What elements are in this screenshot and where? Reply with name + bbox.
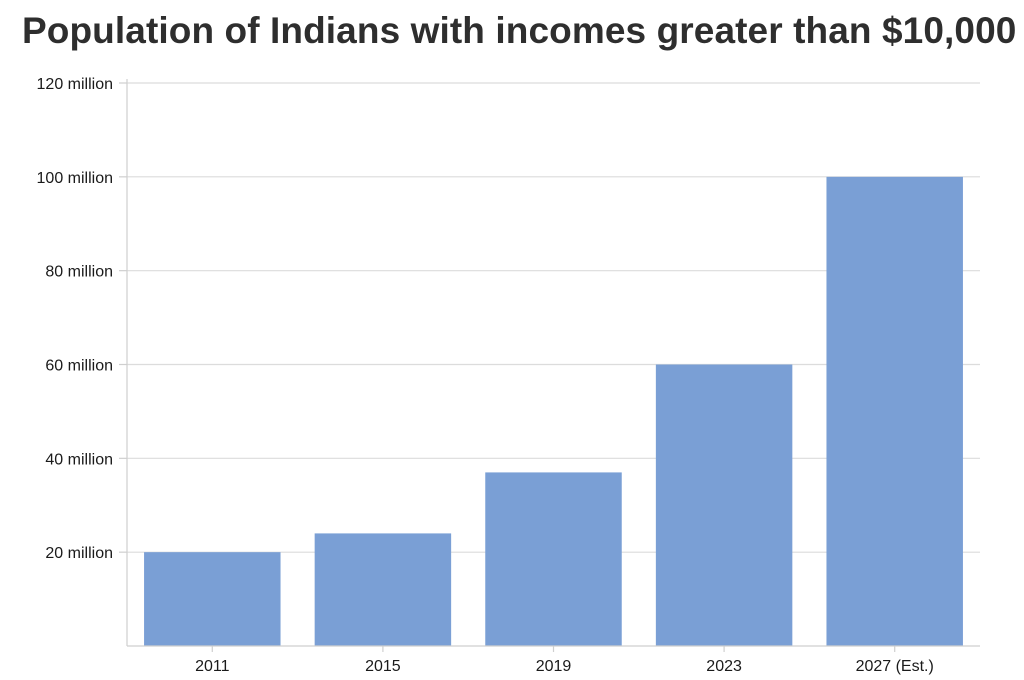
bar — [144, 552, 281, 646]
y-tick-label: 120 million — [37, 76, 113, 93]
y-tick-label: 80 million — [45, 264, 113, 281]
tick-labels: 20 million 40 million 60 million 80 million… — [37, 76, 934, 675]
bar — [485, 472, 622, 646]
bars — [144, 176, 963, 647]
bar — [314, 533, 452, 646]
x-tick-label: 2019 — [536, 658, 572, 675]
bar — [655, 364, 793, 646]
x-tick-label: 2027 (Est.) — [856, 658, 934, 675]
bar — [826, 176, 963, 647]
y-tick-label: 100 million — [37, 170, 113, 187]
chart-title: Population of Indians with incomes great… — [22, 10, 1017, 51]
axes — [119, 79, 980, 652]
x-tick-label: 2023 — [706, 658, 742, 675]
y-tick-label: 60 million — [45, 358, 113, 375]
y-tick-label: 40 million — [45, 451, 113, 468]
y-tick-label: 20 million — [45, 545, 113, 562]
x-tick-label: 2015 — [365, 658, 401, 675]
x-tick-label: 2011 — [195, 658, 230, 675]
